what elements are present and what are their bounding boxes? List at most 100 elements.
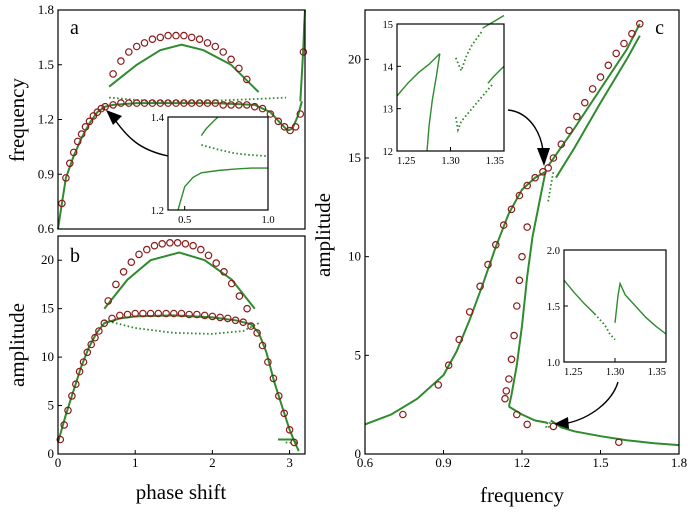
panel-c-inset-top-series-1 bbox=[426, 53, 441, 152]
panel-c-arrow-bottom bbox=[567, 381, 619, 424]
panel-a-marker bbox=[140, 99, 149, 107]
panel-a-marker bbox=[97, 104, 106, 113]
panel-c-inset-bottom-ytick-label: 2.0 bbox=[547, 246, 560, 257]
panel-a-marker bbox=[101, 102, 110, 111]
panel-a-marker bbox=[132, 99, 141, 107]
panel-c-marker bbox=[557, 140, 566, 149]
panel-c-inset-top-series-4 bbox=[482, 14, 505, 29]
panel-b-marker bbox=[72, 380, 80, 389]
panel-b-ticks: 0 5 10 15 20 0 1 2 3 bbox=[41, 252, 293, 470]
panel-b-marker bbox=[212, 259, 221, 267]
panel-a-ylabel: frequency bbox=[5, 78, 29, 162]
panel-c-ticks: 0 5 10 15 20 0.6 0.9 1.2 1.5 1.8 bbox=[348, 51, 687, 470]
panel-a-marker bbox=[203, 39, 212, 47]
panel-a-inset-frame bbox=[167, 116, 269, 211]
panel-b-marker bbox=[146, 309, 155, 318]
panel-c-inset-bottom-bg bbox=[564, 250, 666, 362]
panel-b-marker bbox=[258, 341, 267, 350]
panel-c-marker bbox=[531, 173, 539, 182]
panel-c-inset-top-series-0 bbox=[396, 53, 441, 97]
panel-b-ytick-label: 15 bbox=[41, 301, 54, 316]
panel-b-marker bbox=[208, 312, 217, 321]
panel-a-series-1 bbox=[108, 43, 260, 93]
panel-a-marker bbox=[291, 123, 300, 131]
panel-c: c amplitude frequency 0 5 10 15 20 0.6 0.9 1.2 1… bbox=[311, 9, 687, 507]
panel-b-marker bbox=[95, 327, 103, 335]
panel-c-ytick-label: 10 bbox=[348, 249, 361, 264]
panel-a-inset-plot bbox=[177, 116, 269, 211]
panel-c-marker bbox=[523, 223, 532, 231]
panel-b-marker bbox=[264, 358, 272, 366]
panel-c-xtick-label: 1.8 bbox=[671, 455, 687, 470]
panel-c-marker bbox=[523, 181, 532, 190]
panel-a-ytick-label: 1.8 bbox=[38, 2, 54, 17]
panel-a-marker bbox=[219, 101, 228, 109]
panel-c-letter: c bbox=[655, 17, 664, 39]
panel-b: b amplitude phase shift 0 5 10 15 20 0 1 2 3 bbox=[5, 235, 306, 504]
panel-b-marker bbox=[56, 435, 65, 444]
panel-a-inset-xtick-label: 1.0 bbox=[261, 215, 274, 226]
panel-b-marker bbox=[158, 240, 167, 248]
panel-a-marker bbox=[243, 75, 251, 84]
panel-a-marker bbox=[219, 48, 228, 56]
panel-a-inset-ytick-label: 1.2 bbox=[151, 206, 164, 217]
panel-a-letter: a bbox=[70, 17, 79, 39]
panel-b-marker bbox=[108, 314, 116, 323]
panel-c-marker bbox=[573, 112, 581, 121]
panel-c-marker bbox=[507, 205, 516, 214]
panel-a-marker bbox=[296, 110, 305, 118]
panel-c-marker bbox=[518, 252, 526, 261]
panel-c-arrowhead-top-icon bbox=[537, 148, 550, 166]
panel-b-marker bbox=[204, 251, 213, 260]
panel-a-arrowhead-icon bbox=[106, 110, 122, 125]
panel-c-inset-top-plot bbox=[396, 14, 505, 152]
panel-b-marker bbox=[216, 313, 224, 322]
panel-c-inset-bottom-series-0 bbox=[563, 279, 596, 315]
panel-a-inset-xtick-label: 0.5 bbox=[178, 215, 191, 226]
panel-c-series-5 bbox=[547, 23, 641, 167]
panel-a-inset-ticks: 1.2 1.4 0.5 1.0 bbox=[151, 113, 275, 226]
panel-a-marker bbox=[195, 35, 204, 44]
panel-c-marker bbox=[512, 302, 521, 310]
panel-b-marker bbox=[139, 309, 147, 318]
panel-c-inset-top-series-2 bbox=[454, 29, 484, 74]
panel-b-marker bbox=[280, 409, 289, 418]
panel-c-xtick-label: 1.2 bbox=[514, 455, 530, 470]
panel-b-marker bbox=[83, 348, 92, 357]
panel-b-marker bbox=[87, 340, 96, 349]
panel-c-marker bbox=[620, 39, 628, 48]
panel-b-marker bbox=[197, 245, 205, 254]
panel-a-marker bbox=[227, 101, 235, 109]
panel-a-marker bbox=[274, 117, 283, 126]
panel-c-marker bbox=[505, 375, 513, 383]
panel-b-marker bbox=[154, 309, 163, 318]
panel-c-ytick-label: 15 bbox=[348, 150, 361, 165]
panel-c-marker bbox=[588, 85, 597, 93]
panel-b-marker bbox=[127, 258, 136, 267]
panel-c-inset-top-xtick-label: 1.25 bbox=[397, 156, 415, 167]
panel-b-marker bbox=[185, 310, 194, 319]
panel-b-marker bbox=[64, 406, 72, 415]
panel-a-marker bbox=[172, 99, 180, 107]
panel-b-plot bbox=[56, 239, 300, 452]
panel-a-marker bbox=[62, 174, 70, 182]
panel-a-marker bbox=[235, 101, 243, 109]
panel-c-plot bbox=[364, 19, 680, 447]
panel-a-ytick-label: 0.9 bbox=[38, 166, 54, 181]
panel-b-marker bbox=[224, 314, 232, 323]
panel-a-marker bbox=[286, 126, 294, 135]
panel-c-marker bbox=[491, 241, 500, 249]
panel-a-ytick-label: 1.2 bbox=[38, 112, 54, 127]
panel-b-marker bbox=[181, 240, 190, 248]
panel-c-ytick-label: 5 bbox=[355, 347, 362, 362]
panel-a-marker bbox=[172, 31, 180, 40]
panel-b-marker bbox=[227, 279, 236, 288]
panel-b-series-3 bbox=[278, 438, 299, 445]
panel-a-marker bbox=[81, 123, 90, 131]
panel-c-arrow-top bbox=[507, 109, 544, 151]
panel-c-inset-bottom-ytick-label: 1.0 bbox=[547, 358, 560, 369]
panel-c-inset-top-bg bbox=[397, 24, 504, 151]
panel-b-marker bbox=[135, 250, 143, 259]
panel-a-inset-ytick-label: 1.4 bbox=[151, 113, 165, 124]
